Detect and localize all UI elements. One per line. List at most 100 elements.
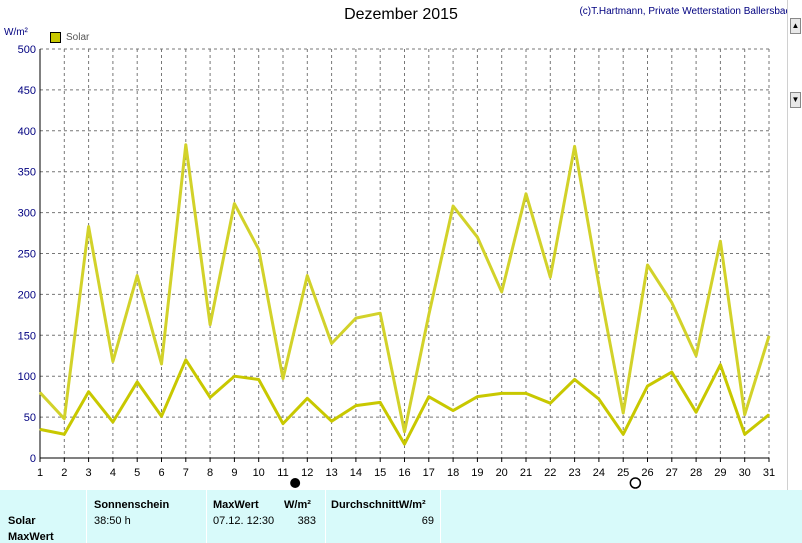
y-tick-label: 450 [18, 85, 36, 97]
x-tick-label: 30 [739, 467, 751, 479]
x-tick-label: 26 [641, 467, 653, 479]
data-point-max [39, 391, 41, 394]
data-point-average [476, 396, 478, 398]
full-moon-icon [629, 477, 642, 489]
divider [440, 490, 441, 543]
data-point-average [428, 396, 430, 398]
x-tick-label: 6 [158, 467, 164, 479]
data-point-average [331, 420, 333, 422]
data-point-average [160, 415, 163, 417]
data-point-average [549, 402, 551, 404]
data-point-max [403, 431, 406, 433]
data-point-average [112, 421, 114, 423]
x-tick-label: 12 [301, 467, 313, 479]
data-point-max [88, 225, 90, 228]
data-point-max [136, 274, 138, 277]
data-point-average [452, 409, 454, 412]
data-point-average [233, 375, 235, 377]
y-tick-label: 300 [18, 208, 36, 220]
data-point-max [112, 360, 114, 363]
row-label-maxwert: MaxWert [8, 531, 54, 543]
data-point-average [671, 371, 673, 373]
data-point-average [574, 378, 576, 381]
data-point-max [549, 276, 551, 278]
data-point-max [501, 291, 503, 293]
data-point-max [160, 363, 163, 365]
data-point-max [574, 145, 576, 147]
data-point-max [282, 378, 284, 380]
data-point-max [355, 317, 357, 319]
x-tick-label: 8 [207, 467, 213, 479]
x-tick-label: 31 [763, 467, 775, 479]
data-point-max [598, 283, 600, 286]
data-point-max [306, 274, 308, 277]
data-point-max [695, 355, 697, 357]
max-header: MaxWert [213, 499, 259, 511]
data-point-average [355, 405, 357, 407]
x-tick-label: 11 [277, 467, 288, 479]
x-tick-label: 29 [714, 467, 726, 479]
data-point-max [476, 236, 478, 238]
y-tick-label: 0 [30, 453, 36, 465]
divider [86, 490, 87, 543]
x-tick-label: 5 [134, 467, 140, 479]
new-moon-icon [290, 478, 301, 488]
row-label-solar: Solar [8, 515, 36, 527]
x-tick-label: 28 [690, 467, 702, 479]
x-tick-label: 24 [593, 467, 605, 479]
max-value: 383 [297, 515, 316, 527]
data-point-max [646, 264, 649, 266]
data-point-max [185, 144, 187, 146]
y-tick-label: 400 [18, 126, 36, 138]
x-tick-label: 13 [325, 467, 337, 479]
stats-panel: Solar MaxWert Sonnenschein 38:50 h MaxWe… [0, 490, 802, 543]
x-tick-label: 27 [666, 467, 678, 479]
y-axis-unit: W/m² [4, 27, 28, 38]
x-tick-label: 23 [568, 467, 580, 479]
y-tick-label: 100 [18, 371, 36, 383]
x-tick-label: 10 [253, 467, 265, 479]
data-point-max [258, 248, 260, 251]
x-tick-label: 25 [617, 467, 629, 479]
data-point-average [306, 397, 308, 399]
avg-header: DurchschnittW/m² [331, 499, 426, 511]
x-tick-label: 3 [86, 467, 92, 479]
y-tick-label: 500 [18, 44, 36, 56]
scroll-up-button[interactable]: ▲ [790, 18, 801, 34]
data-point-max [525, 193, 527, 195]
chart-title: Dezember 2015 [344, 6, 458, 23]
max-unit: W/m² [284, 499, 311, 511]
y-tick-label: 200 [18, 289, 36, 301]
x-tick-label: 20 [496, 467, 508, 479]
data-point-average [282, 423, 284, 425]
legend: Solar [50, 32, 89, 43]
scroll-down-button[interactable]: ▼ [790, 92, 801, 108]
data-point-average [39, 428, 41, 430]
data-point-max [428, 314, 430, 316]
x-tick-label: 16 [398, 467, 410, 479]
data-point-average [379, 401, 381, 403]
data-point-average [646, 385, 649, 387]
data-point-max [768, 335, 770, 337]
y-tick-label: 250 [18, 249, 36, 261]
data-point-max [63, 418, 65, 420]
x-tick-label: 22 [544, 467, 556, 479]
x-tick-label: 15 [374, 467, 386, 479]
legend-swatch [50, 32, 61, 43]
data-point-average [695, 411, 697, 413]
data-point-max [719, 240, 722, 242]
x-tick-label: 14 [350, 467, 362, 479]
data-point-max [209, 324, 211, 326]
x-tick-label: 1 [37, 467, 43, 479]
data-point-average [525, 392, 527, 394]
data-point-average [622, 433, 624, 435]
y-tick-label: 150 [18, 330, 36, 342]
data-point-average [768, 414, 770, 416]
x-tick-label: 18 [447, 467, 459, 479]
data-point-max [744, 414, 746, 416]
data-point-average [258, 378, 260, 381]
avg-value: 69 [421, 515, 434, 527]
data-point-max [331, 342, 333, 345]
scrollbar[interactable]: ▲ ▼ [787, 0, 802, 490]
